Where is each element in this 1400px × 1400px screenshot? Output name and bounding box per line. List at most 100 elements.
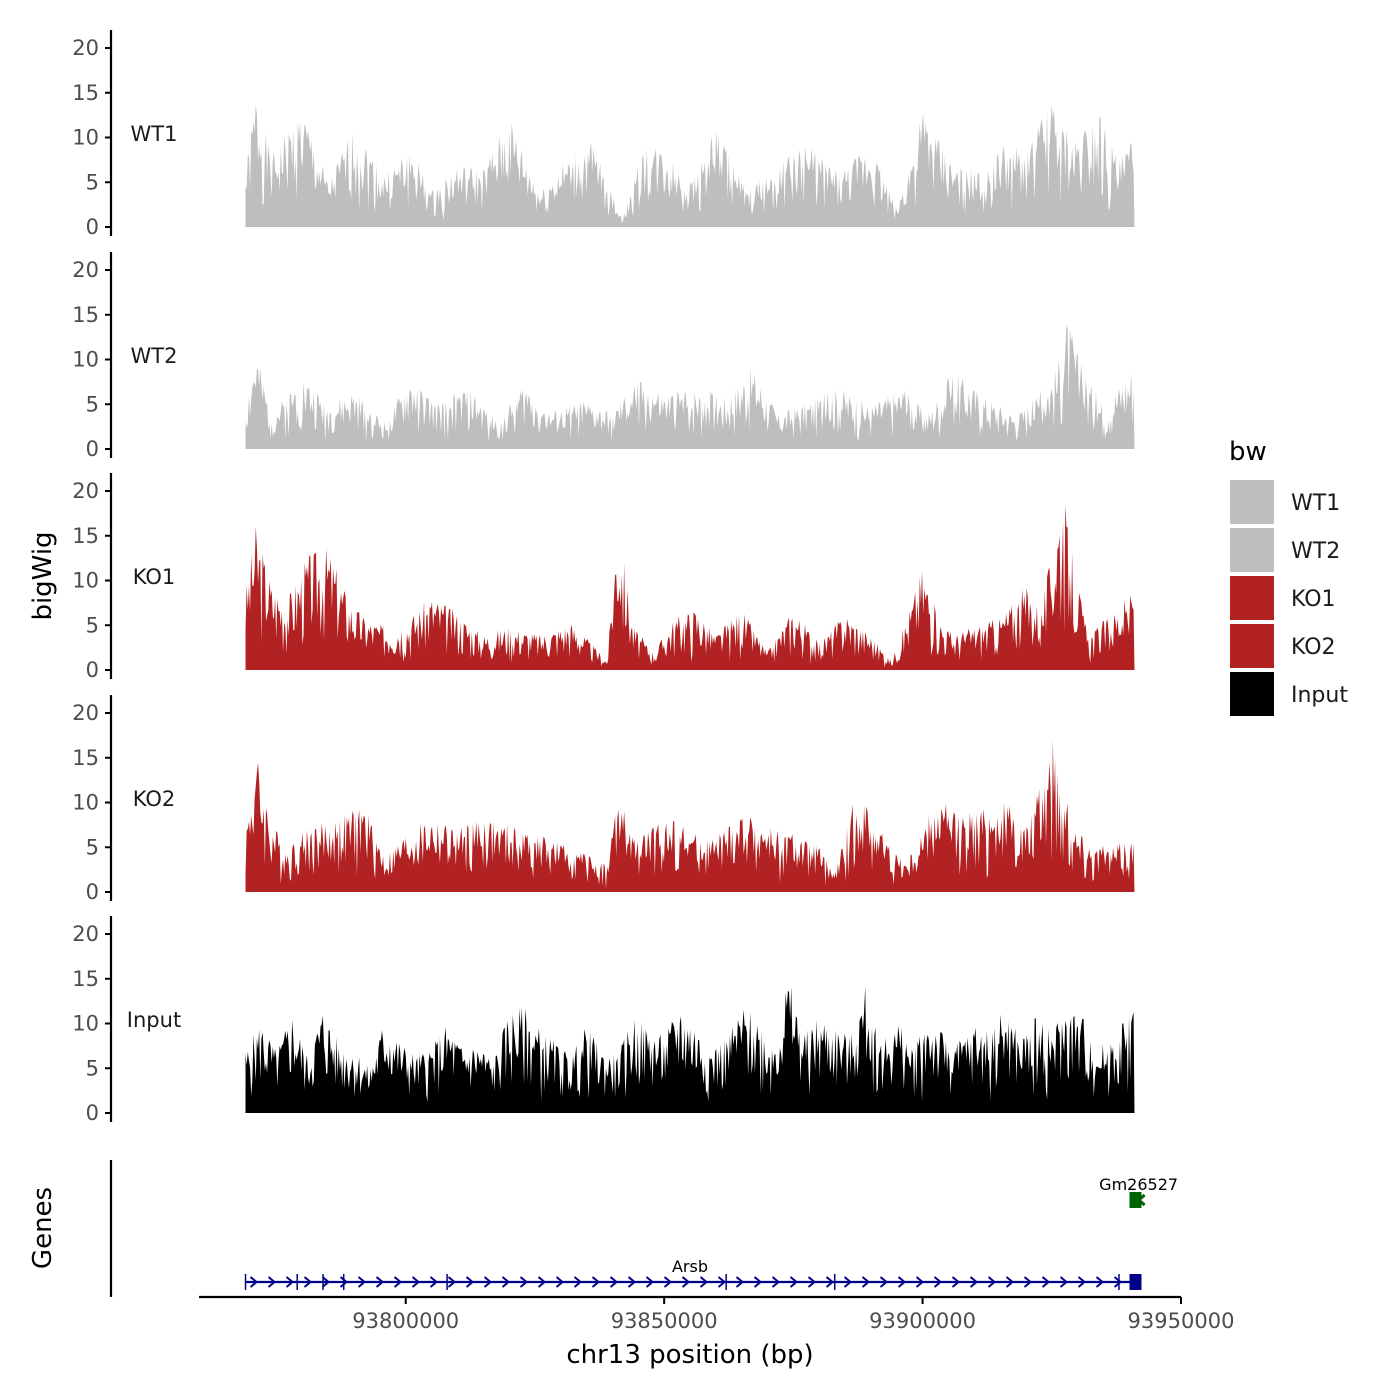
y-tick-label: 0 [86,215,99,239]
strand-arrow [915,1276,925,1288]
track-label-ko1: KO1 [133,565,176,589]
strand-arrow [537,1276,547,1288]
strand-arrow [249,1276,259,1288]
strand-arrow [645,1276,655,1288]
gene-gm26527: Gm26527 [1099,1175,1178,1208]
strand-arrow [1113,1276,1123,1288]
strand-arrow [1005,1276,1015,1288]
y-tick-label: 5 [86,613,99,637]
legend-entry-ko2: KO2 [1230,624,1336,668]
strand-arrow [465,1276,475,1288]
strand-arrow [591,1276,601,1288]
track-label-ko2: KO2 [133,787,176,811]
y-tick-label: 20 [72,922,99,946]
y-tick-label: 10 [72,1012,99,1036]
strand-arrow [681,1276,691,1288]
strand-arrow [285,1276,295,1288]
track-wt1: 0 5 10 15 20 WT1 [72,30,1135,239]
y-tick-label: 5 [86,1056,99,1080]
strand-arrow [627,1276,637,1288]
track-wt2: 0 5 10 15 20 WT2 [72,252,1135,461]
y-tick-label: 20 [72,701,99,725]
y-tick-label: 10 [72,126,99,150]
strand-arrow [375,1276,385,1288]
legend-swatch [1230,576,1274,620]
strand-arrow [321,1276,331,1288]
strand-arrow [303,1276,313,1288]
y-tick-label: 5 [86,170,99,194]
strand-arrow [879,1276,889,1288]
strand-arrow [555,1276,565,1288]
strand-arrow [807,1276,817,1288]
gene-models: Arsb Gm26527 [244,1175,1178,1290]
strand-arrow [267,1276,277,1288]
legend-swatch [1230,528,1274,572]
strand-arrow [357,1276,367,1288]
coverage-area-input [245,986,1135,1113]
legend-entry-input: Input [1230,672,1348,716]
legend-entry-wt1: WT1 [1230,480,1340,524]
track-ko1: 0 5 10 15 20 KO1 [72,473,1135,682]
strand-arrow [987,1276,997,1288]
strand-arrow [771,1276,781,1288]
y-tick-label: 20 [72,258,99,282]
legend-entries: WT1 WT2 KO1 KO2 Input [1230,480,1348,716]
gene-label-gm26527: Gm26527 [1099,1175,1178,1194]
y-tick-label: 15 [72,967,99,991]
strand-arrow [897,1276,907,1288]
genes-panel-title: Genes [28,1187,58,1269]
strand-arrow [735,1276,745,1288]
exon [1129,1274,1142,1290]
y-tick-label: 5 [86,835,99,859]
legend-label: KO2 [1291,635,1336,660]
track-ko2: 0 5 10 15 20 KO2 [72,695,1135,904]
legend-title: bw [1229,437,1267,467]
coverage-area-wt1 [245,104,1135,227]
x-tick-label: 93900000 [869,1309,976,1333]
strand-arrow [1077,1276,1087,1288]
genes-panel: Arsb Gm26527 93800000 93850000 93900000 9395… [109,1160,1234,1333]
strand-arrow [519,1276,529,1288]
y-tick-label: 10 [72,569,99,593]
exon [1129,1192,1142,1208]
strand-arrow [501,1276,511,1288]
legend: bw WT1 WT2 KO1 KO2 Input [1229,437,1348,716]
legend-label: WT2 [1291,539,1340,564]
strand-arrow [447,1276,457,1288]
y-tick-label: 15 [72,81,99,105]
y-tick-label: 10 [72,791,99,815]
y-tick-label: 15 [72,746,99,770]
y-tick-label: 0 [86,1101,99,1125]
coverage-area-wt2 [245,325,1135,449]
y-tick-label: 5 [86,392,99,416]
y-axis-title: bigWig [28,531,58,620]
x-tick-label: 93800000 [352,1309,459,1333]
x-axis-ticks: 93800000 93850000 93900000 93950000 [352,1297,1234,1333]
strand-arrow [663,1276,673,1288]
strand-arrow [861,1276,871,1288]
y-tick-label: 20 [72,479,99,503]
strand-arrow [753,1276,763,1288]
strand-arrow [573,1276,583,1288]
legend-label: Input [1291,683,1348,708]
x-tick-label: 93950000 [1128,1309,1235,1333]
y-tick-label: 15 [72,524,99,548]
strand-arrow [411,1276,421,1288]
track-label-wt2: WT2 [131,344,178,368]
legend-entry-wt2: WT2 [1230,528,1340,572]
legend-swatch [1230,624,1274,668]
y-tick-label: 15 [72,303,99,327]
strand-arrow [933,1276,943,1288]
strand-arrow [717,1276,727,1288]
track-label-wt1: WT1 [131,122,178,146]
strand-arrow [1095,1276,1105,1288]
strand-arrow [789,1276,799,1288]
strand-arrow [825,1276,835,1288]
y-tick-label: 0 [86,880,99,904]
x-tick-label: 93850000 [611,1309,718,1333]
y-tick-label: 0 [86,658,99,682]
gene-arsb: Arsb [244,1257,1142,1290]
y-tick-label: 10 [72,348,99,372]
track-input: 0 5 10 15 20 Input [72,916,1135,1125]
